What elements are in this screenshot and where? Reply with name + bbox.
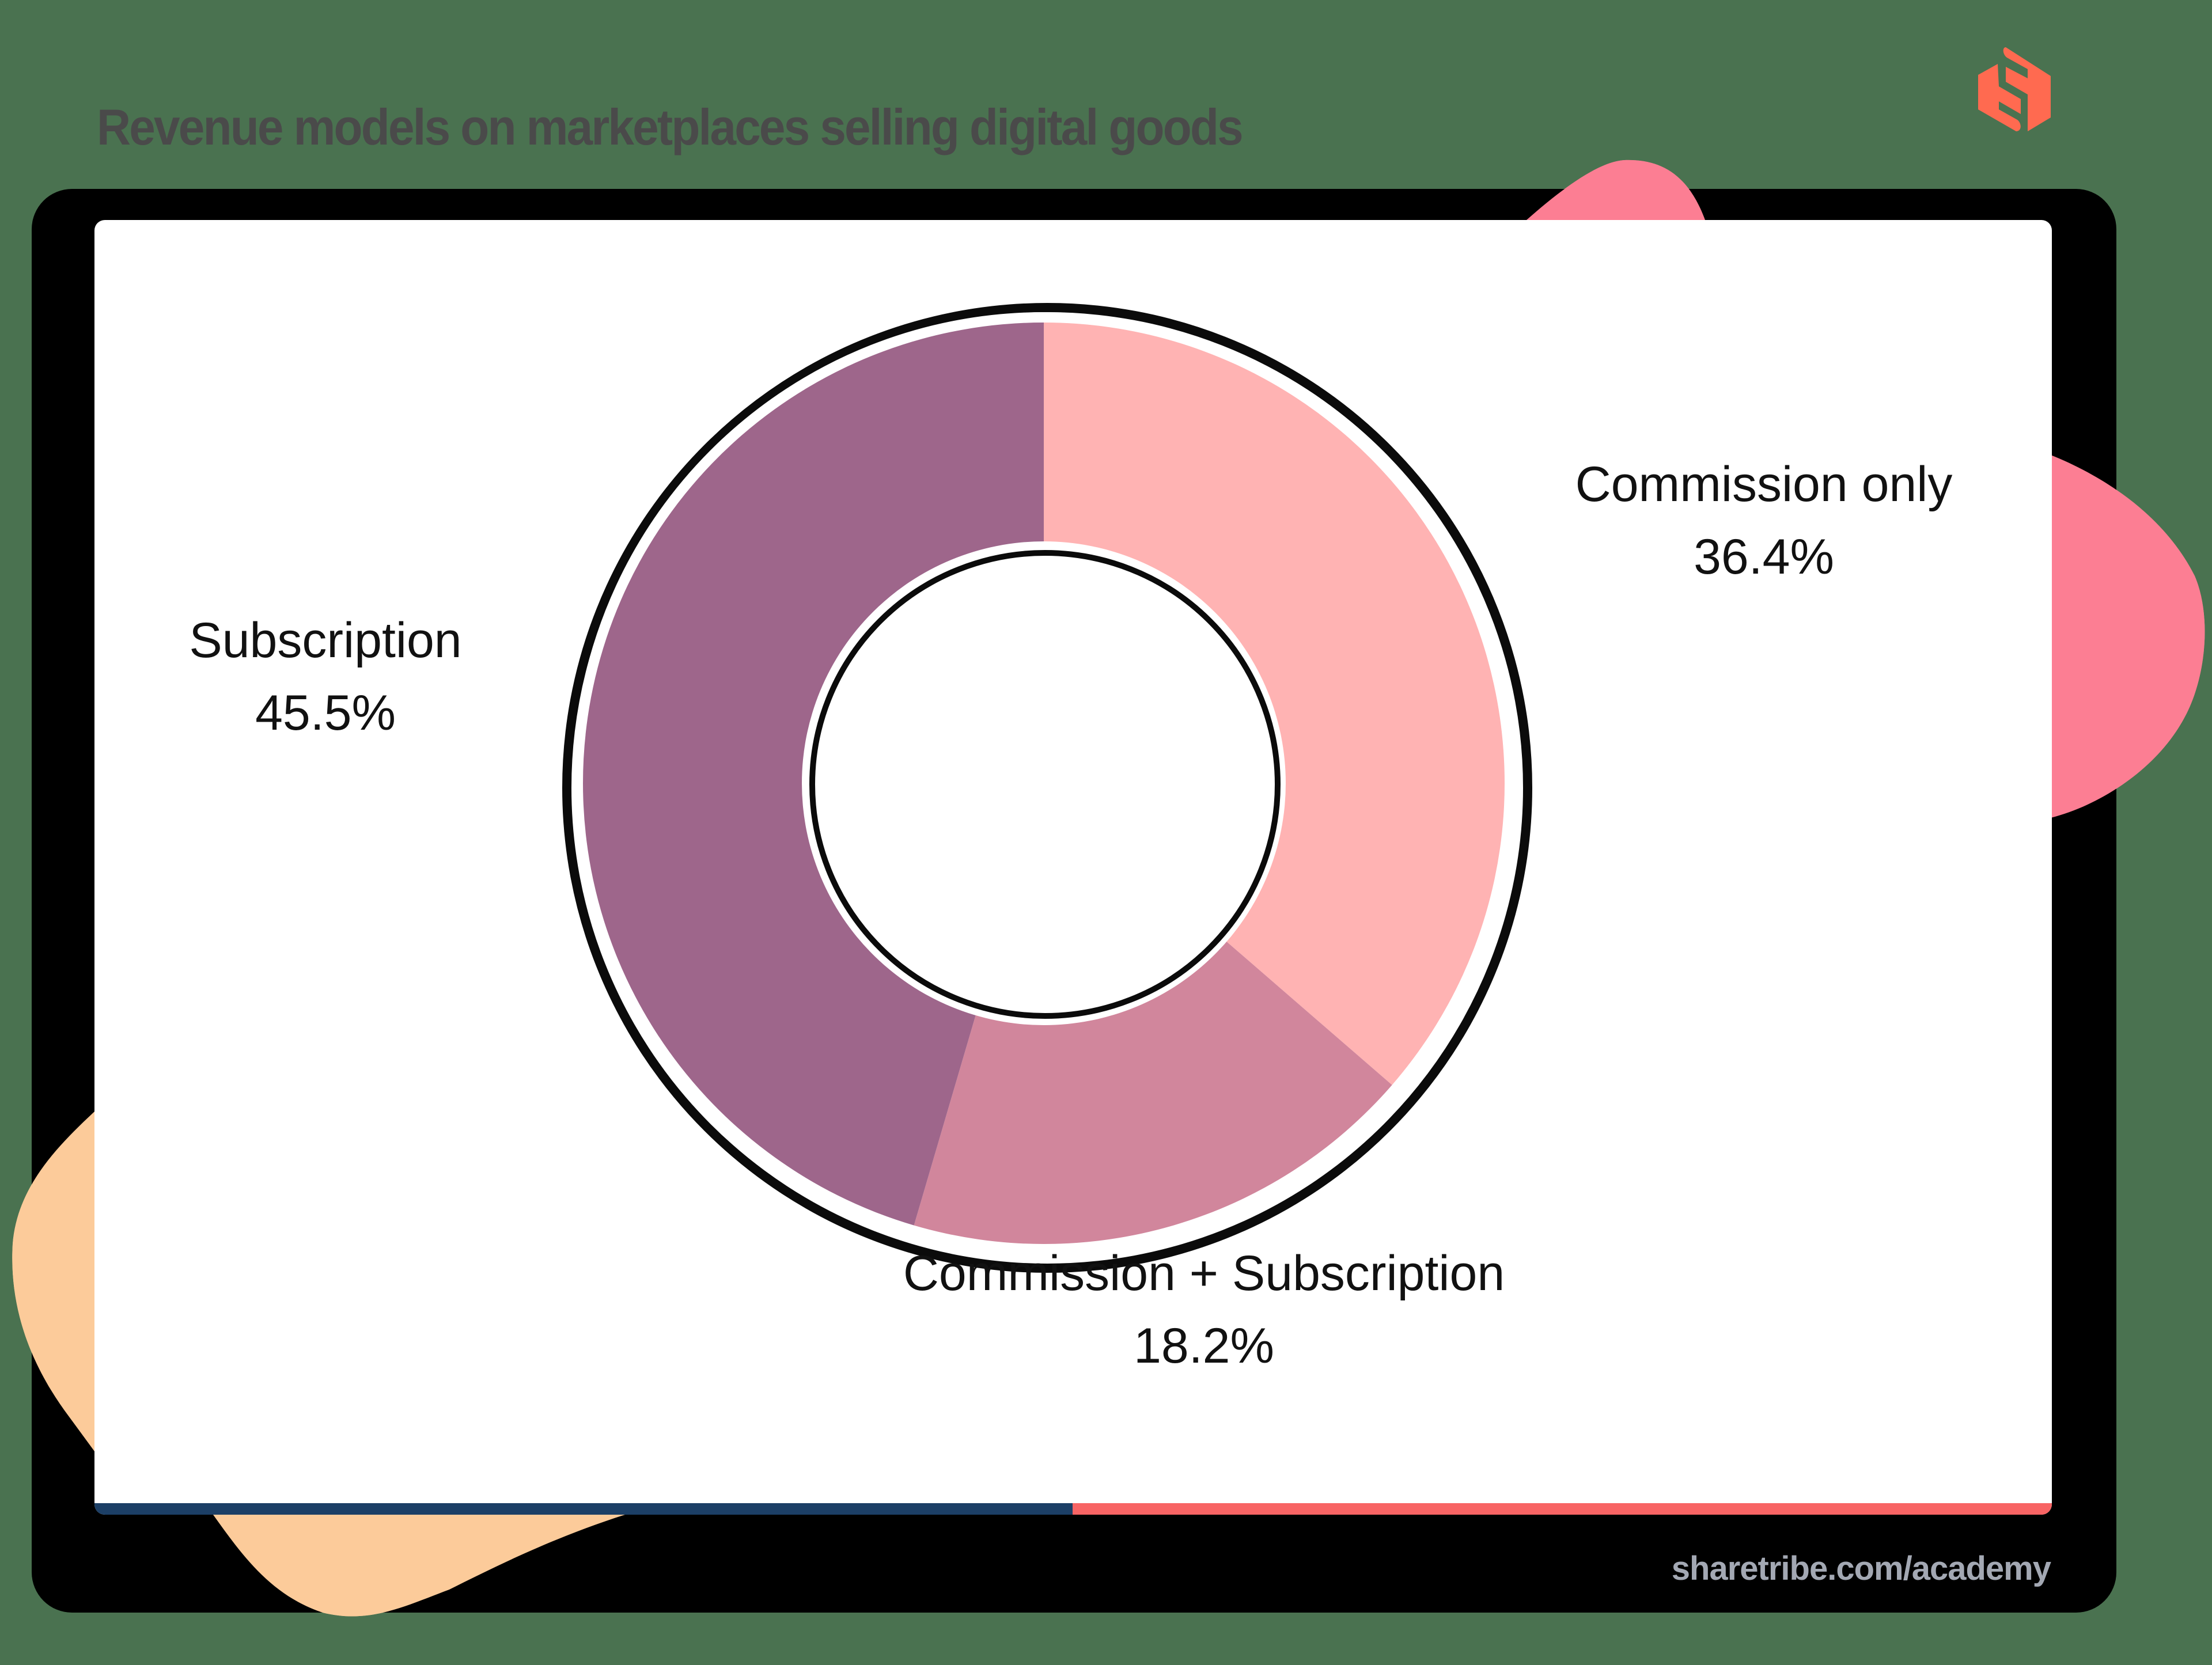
accent-bar-navy [94,1503,1073,1515]
donut-inner-outline [809,550,1281,1019]
slice-commission-plus-subscription[interactable] [914,938,1392,1244]
peach-blob-bottom [213,1515,625,1617]
pink-blob-top [1527,160,1705,220]
donut-outer-outline [562,303,1532,1273]
label-commission-only: Commission only 36.4% [1575,448,1953,593]
label-commission-only-name: Commission only [1575,457,1953,512]
chart-card: Commission only 36.4% Subscription 45.5%… [94,220,2052,1515]
peach-blob-left [12,1112,95,1451]
slice-commission-only[interactable] [1044,323,1505,1085]
donut-inner-white-gap [802,541,1286,1025]
donut-outer-white-gap [573,312,1515,1254]
slice-subscription[interactable] [583,323,1044,1226]
chart-title: Revenue models on marketplaces selling d… [97,98,1244,155]
label-subscription-value: 45.5% [255,685,396,741]
donut-chart [562,303,1532,1273]
label-commission-plus-subscription-name: Commission + Subscription [903,1246,1505,1301]
label-commission-only-value: 36.4% [1694,529,1834,585]
label-subscription: Subscription 45.5% [189,604,461,749]
sharetribe-logo-icon [1978,47,2051,131]
pink-blob-right [2051,455,2205,818]
label-subscription-name: Subscription [189,613,462,668]
label-commission-plus-subscription: Commission + Subscription 18.2% [903,1237,1505,1382]
accent-bar-coral [1073,1503,2052,1515]
label-commission-plus-subscription-value: 18.2% [1134,1318,1274,1374]
source-link[interactable]: sharetribe.com/academy [1671,1550,2051,1587]
